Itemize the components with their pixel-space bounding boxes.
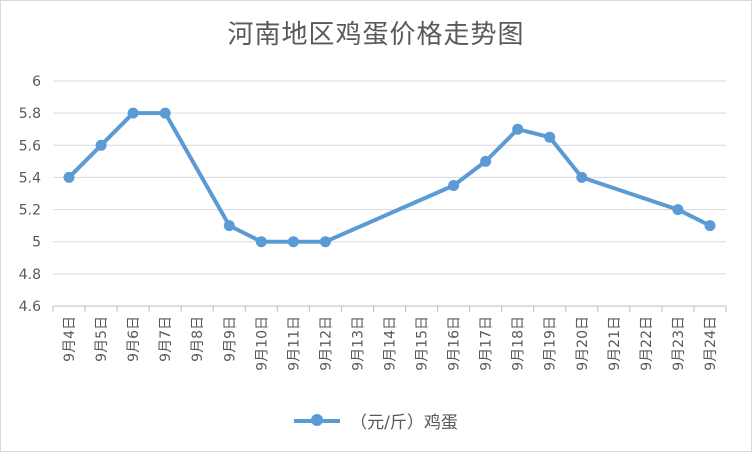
x-tick-label: 9月12日: [318, 316, 334, 371]
data-point: [704, 220, 716, 232]
x-tick-label: 9月21日: [607, 316, 623, 371]
data-point: [95, 139, 107, 151]
y-tick-label: 4.8: [19, 267, 41, 283]
data-point: [448, 180, 460, 191]
x-tick-label: 9月15日: [415, 316, 431, 371]
x-tick-label: 9月16日: [447, 316, 463, 371]
data-point: [63, 171, 75, 183]
x-tick-label: 9月14日: [383, 316, 399, 371]
x-tick-label: 9月22日: [639, 316, 655, 371]
x-tick-label: 9月7日: [158, 316, 174, 362]
x-tick-label: 9月6日: [126, 316, 142, 362]
x-tick-label: 9月13日: [350, 316, 366, 371]
x-tick-label: 9月9日: [222, 316, 238, 362]
x-tick-label: 9月8日: [190, 316, 206, 362]
grid-lines: [53, 80, 726, 275]
x-tick-label: 9月24日: [703, 316, 719, 371]
y-tick-label: 4.6: [19, 299, 41, 315]
y-tick-label: 6: [32, 74, 41, 90]
x-tick-label: 9月17日: [479, 316, 495, 371]
legend-label: （元/斤）鸡蛋: [350, 412, 458, 433]
y-tick-label: 5.4: [19, 170, 41, 186]
series-layer: [63, 107, 716, 248]
data-point: [576, 171, 588, 183]
x-tick-label: 9月11日: [286, 316, 302, 371]
x-tick-labels: 9月4日 9月5日 9月6日 9月7日 9月8日 9月9日 9月10日 9月11日 9月12日 9…: [62, 316, 719, 371]
data-point: [127, 107, 139, 119]
y-tick-labels: 4.6 4.8 5 5.2 5.4 5.6 5.8 6: [19, 74, 41, 315]
y-tick-label: 5.6: [19, 138, 41, 154]
y-tick-label: 5.8: [19, 106, 41, 122]
chart-title: 河南地区鸡蛋价格走势图: [227, 20, 525, 50]
y-tick-label: 5.2: [19, 203, 41, 219]
legend: （元/斤）鸡蛋: [0, 406, 752, 434]
x-tick-label: 9月5日: [94, 316, 110, 362]
x-tick-label: 9月23日: [671, 316, 687, 371]
legend-swatch: [294, 413, 341, 427]
data-point: [159, 107, 171, 119]
x-tick-label: 9月20日: [575, 316, 591, 371]
x-tick-label: 9月4日: [62, 316, 78, 362]
data-point: [319, 236, 331, 248]
x-tick-label: 9月19日: [543, 316, 559, 371]
data-point: [512, 123, 524, 135]
x-axis: [52, 305, 727, 312]
x-tick-label: 9月18日: [511, 316, 527, 371]
y-tick-label: 5: [32, 235, 41, 251]
data-point: [223, 220, 235, 232]
data-point: [480, 155, 492, 167]
data-point: [287, 236, 299, 248]
data-point: [544, 131, 556, 143]
legend-swatch-marker: [311, 414, 324, 426]
data-point: [672, 204, 684, 216]
data-point: [255, 236, 267, 248]
x-tick-label: 9月10日: [254, 316, 270, 371]
